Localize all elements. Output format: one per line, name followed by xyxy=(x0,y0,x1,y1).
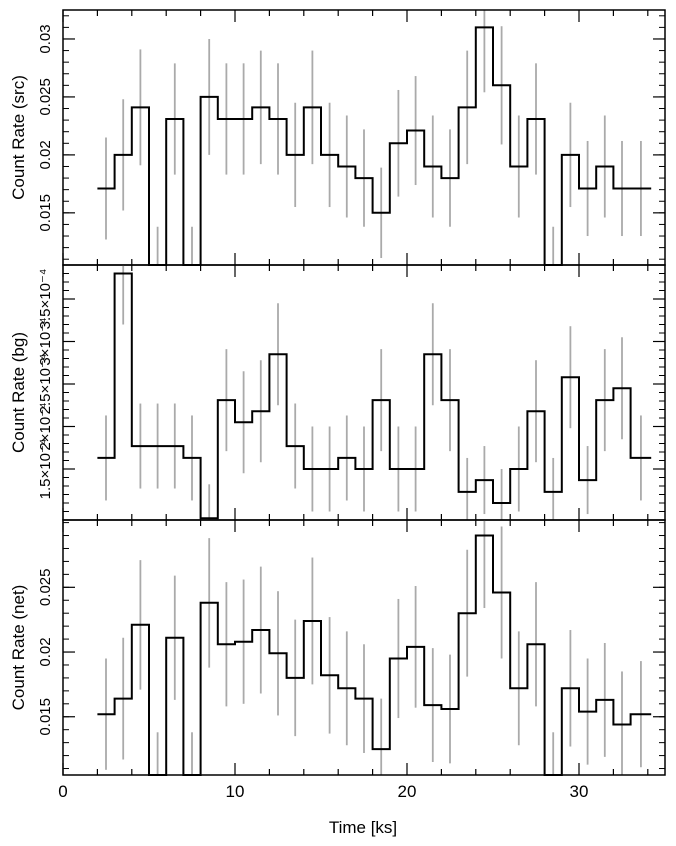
y-axis-label-net: Count Rate (net) xyxy=(9,585,28,711)
y-tick-label-bg-0: 1.5×10⁻⁴ xyxy=(37,439,54,500)
y-tick-label-bg-1: 2×10⁻⁴ xyxy=(37,402,54,450)
frame-net xyxy=(62,519,666,776)
step-line-net xyxy=(97,534,652,776)
y-tick-label-src-0: 0.015 xyxy=(37,194,54,232)
y-tick-label-bg-4: 3.5×10⁻⁴ xyxy=(37,269,54,330)
x-axis-label: Time [ks] xyxy=(329,818,397,837)
step-line-bg xyxy=(97,272,652,520)
y-axis-label-bg: Count Rate (bg) xyxy=(9,332,28,453)
y-axis-label-src: Count Rate (src) xyxy=(9,75,28,200)
y-tick-label-src-3: 0.03 xyxy=(37,24,54,53)
y-tick-label-net-0: 0.015 xyxy=(37,698,54,736)
y-tick-label-src-2: 0.025 xyxy=(37,78,54,116)
x-tick-label-2: 20 xyxy=(398,782,417,801)
panel-net: 0.015 0.02 0.025 Count Rate (net) xyxy=(9,519,666,776)
y-tick-label-bg-3: 3×10⁻⁴ xyxy=(37,317,54,365)
step-line-src xyxy=(97,26,652,266)
y-tick-label-src-1: 0.02 xyxy=(37,140,54,169)
x-tick-label-1: 10 xyxy=(226,782,245,801)
y-tick-label-bg-2: 2.5×10⁻⁴ xyxy=(37,354,54,415)
x-tick-label-0: 0 xyxy=(58,782,67,801)
panel-src: 0.015 0.02 0.025 0.03 Count Rate (src) xyxy=(9,9,666,266)
panel-bg: 1.5×10⁻⁴2×10⁻⁴2.5×10⁻⁴3×10⁻⁴3.5×10⁻⁴ Coun… xyxy=(9,264,666,521)
y-tick-label-net-2: 0.025 xyxy=(37,569,54,607)
y-tick-label-net-1: 0.02 xyxy=(37,637,54,666)
x-tick-label-3: 30 xyxy=(570,782,589,801)
